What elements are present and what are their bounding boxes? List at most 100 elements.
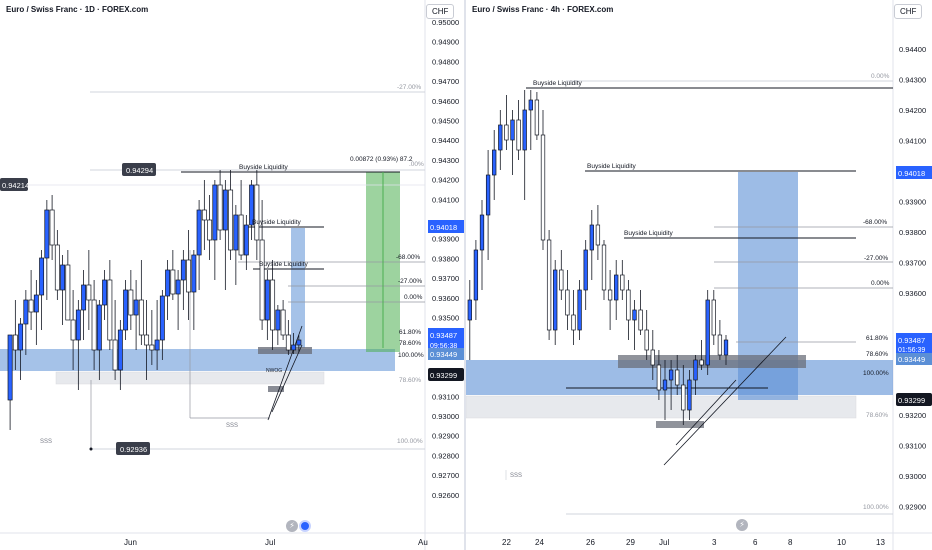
price-tick-label: 0.92900 [432, 432, 459, 441]
candle-body [102, 279, 108, 306]
left-chart-pane[interactable]: Euro / Swiss Franc · 1D · FOREX.com CHF [0, 0, 464, 550]
price-tick-label: 0.93700 [432, 274, 459, 283]
candle-body [296, 339, 302, 346]
candle-body [632, 309, 637, 321]
candle-body [39, 257, 45, 296]
candle-body [228, 189, 234, 251]
candle-body [516, 119, 521, 151]
right-fib-label: -68.00% [863, 219, 887, 226]
right-chart-svg[interactable]: 0.94400 0.94300 0.94200 0.94100 0.93900 0.938… [466, 0, 932, 550]
right-price-axis: 0.94400 0.94300 0.94200 0.94100 0.93900 0.938… [899, 45, 926, 512]
candle-body [540, 134, 546, 241]
candle-body [222, 189, 228, 231]
price-tick-label: 0.93800 [432, 254, 459, 263]
candle-body [577, 289, 582, 331]
price-tick-label: 0.94400 [432, 136, 459, 145]
right-bolt-icon[interactable]: ⚡ [736, 519, 748, 531]
candle-body [107, 279, 113, 341]
candle-body [65, 264, 71, 321]
right-fib-label: 78.60% [866, 351, 888, 358]
price-tick-label: 0.94600 [432, 97, 459, 106]
candle-body [212, 184, 218, 241]
price-tick-label: 0.94300 [432, 156, 459, 165]
candle-body [165, 269, 171, 297]
price-tick-label: 0.93200 [899, 411, 926, 420]
candle-body [33, 294, 39, 313]
price-tick-label: 0.93600 [899, 289, 926, 298]
price-tick-label: 0.92800 [432, 451, 459, 460]
left-badge-94294: 0.94294 [122, 163, 156, 176]
right-badge-93299: 0.93299 [896, 393, 932, 406]
left-badge-93299: 0.93299 [428, 368, 464, 381]
right-time-label: 3 [712, 538, 717, 547]
candle-body [86, 284, 92, 301]
right-fib-label: 0.00% [871, 280, 890, 287]
candle-body [565, 289, 570, 316]
right-time-label: 26 [586, 538, 595, 547]
left-badge-current: 0.93487 09:56:38 [428, 328, 464, 351]
pane-divider[interactable] [464, 0, 466, 550]
candle-body [644, 329, 649, 351]
left-chart-svg[interactable]: 0.95000 0.94900 0.94800 0.94700 0.94600 0.945… [0, 0, 464, 550]
left-chart-title: Euro / Swiss Franc · 1D · FOREX.com [6, 5, 149, 14]
right-candles [467, 90, 729, 425]
left-fib-label: .00% [409, 161, 424, 168]
price-tick-label: 0.93000 [432, 412, 459, 421]
candle-body [138, 299, 144, 336]
price-tick-label: 0.92600 [432, 491, 459, 500]
candle-body [243, 224, 249, 256]
right-currency-button[interactable]: CHF [894, 4, 923, 19]
right-time-label: 6 [753, 538, 758, 547]
right-time-label: 13 [876, 538, 885, 547]
candle-body [60, 264, 66, 291]
candle-body [175, 279, 181, 295]
left-price-axis: 0.95000 0.94900 0.94800 0.94700 0.94600 0.945… [432, 18, 459, 500]
candle-body [44, 209, 50, 259]
price-tick-label: 0.93600 [432, 294, 459, 303]
right-zone-gray [466, 395, 857, 419]
left-fib-label: -27.00% [397, 84, 421, 91]
left-time-label: Au [418, 538, 428, 547]
right-fib-label: 61.80% [866, 335, 888, 342]
right-fib-label: 100.00% [863, 504, 889, 511]
left-bolt-icon[interactable]: ⚡ [286, 520, 298, 532]
candle-body [711, 299, 716, 336]
left-fib-label: -68.00% [396, 254, 420, 261]
left-zone-dark2 [268, 386, 284, 392]
candle-body [571, 314, 576, 331]
candle-body [49, 209, 55, 246]
candle-body [280, 309, 286, 336]
svg-text:01:56:39: 01:56:39 [898, 347, 925, 354]
candle-body [589, 224, 594, 251]
candle-body [534, 99, 540, 136]
price-tick-label: 0.93800 [899, 228, 926, 237]
right-chart-title: Euro / Swiss Franc · 4h · FOREX.com [472, 5, 614, 14]
right-badge-current: 0.93487 01:56:39 [896, 333, 932, 355]
right-fib-label: 100.00% [863, 370, 889, 377]
left-zone-dark [258, 347, 312, 354]
right-sss-label: SSS [510, 473, 522, 479]
candle-body [238, 214, 244, 256]
candle-body [186, 259, 192, 293]
right-chart-pane[interactable]: Euro / Swiss Franc · 4h · FOREX.com CHF [466, 0, 932, 550]
left-sss-label: SSS [40, 439, 52, 445]
right-time-label: 22 [502, 538, 511, 547]
candle-body [275, 309, 281, 331]
candle-body [662, 379, 668, 391]
price-tick-label: 0.94300 [899, 76, 926, 85]
candle-body [681, 384, 686, 411]
left-currency-button[interactable]: CHF [426, 4, 455, 19]
svg-text:0.93299: 0.93299 [430, 371, 457, 380]
left-bsl3-label: Buyside Liquidity [259, 261, 309, 268]
left-replay-icon[interactable] [299, 520, 311, 532]
candle-body [96, 304, 102, 351]
svg-text:0.94214: 0.94214 [2, 181, 29, 190]
right-time-label: 10 [837, 538, 846, 547]
candle-body [291, 344, 297, 351]
right-time-label: 29 [626, 538, 635, 547]
candle-body [650, 349, 655, 366]
candle-body [285, 334, 291, 351]
candle-body [583, 249, 588, 291]
candle-body [128, 289, 134, 316]
candle-body [12, 334, 18, 351]
